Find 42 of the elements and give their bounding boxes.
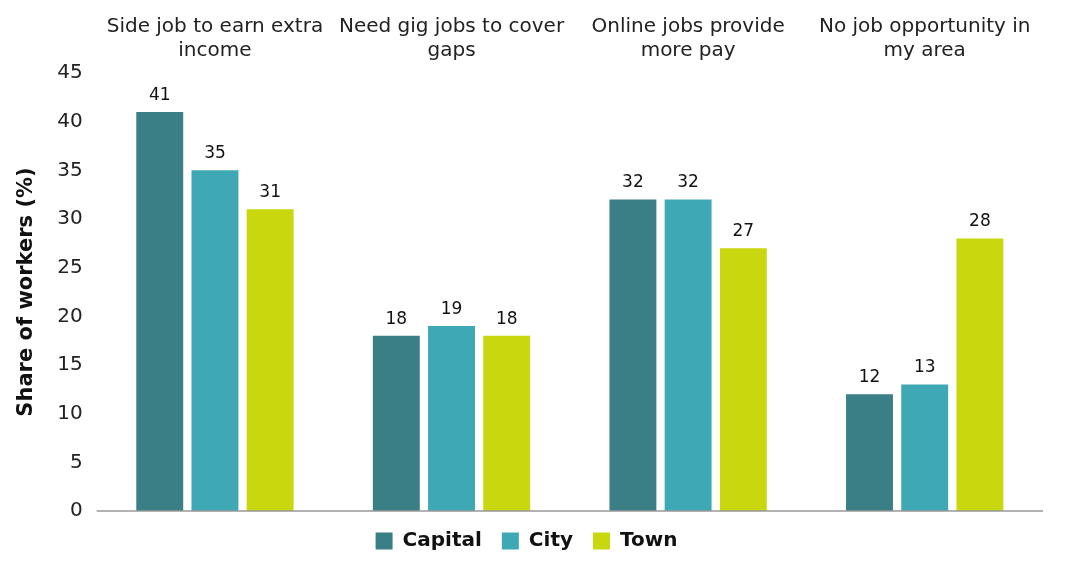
y-tick-label: 40 (57, 107, 83, 132)
bar (719, 248, 767, 511)
data-label: 35 (204, 142, 226, 163)
x-tick-label: Side job to earn extra income (106, 13, 324, 62)
data-label: 18 (495, 307, 518, 328)
y-tick-label: 35 (57, 156, 83, 181)
y-tick-label: 15 (57, 351, 83, 376)
legend-label: Town (619, 527, 678, 552)
data-label: 32 (677, 171, 699, 192)
data-label: 28 (969, 210, 991, 231)
data-label: 18 (385, 307, 408, 328)
bar (136, 111, 184, 511)
legend-label: Capital (402, 527, 482, 552)
bar (428, 326, 475, 511)
bar (664, 199, 712, 511)
data-label: 32 (622, 171, 644, 192)
y-tick-label: 0 (69, 497, 83, 522)
x-tick-label: No job opportunity in my area (818, 13, 1031, 62)
bar (901, 384, 949, 511)
data-label: 13 (913, 356, 936, 377)
data-label: 12 (858, 366, 881, 387)
data-label: 31 (259, 181, 281, 202)
y-tick-label: 30 (57, 205, 83, 230)
y-axis-title: Share of workers (%) (13, 167, 38, 417)
y-tick-label: 5 (69, 448, 83, 473)
bar (372, 335, 420, 511)
data-label: 27 (732, 220, 755, 241)
y-tick-label: 25 (57, 253, 83, 278)
bar (846, 394, 893, 511)
data-label: 19 (440, 297, 463, 318)
bar (609, 199, 657, 511)
y-tick-label: 20 (57, 302, 83, 327)
bar (956, 238, 1004, 511)
bar (191, 170, 239, 511)
legend-label: City (528, 527, 573, 552)
data-label: 41 (148, 83, 171, 104)
bar (483, 335, 531, 511)
x-tick-label: Online jobs provide more pay (591, 13, 785, 62)
bar (246, 209, 294, 511)
y-tick-label: 45 (57, 59, 83, 84)
y-tick-label: 10 (57, 399, 83, 424)
x-tick-label: Need gig jobs to cover gaps (338, 13, 565, 62)
